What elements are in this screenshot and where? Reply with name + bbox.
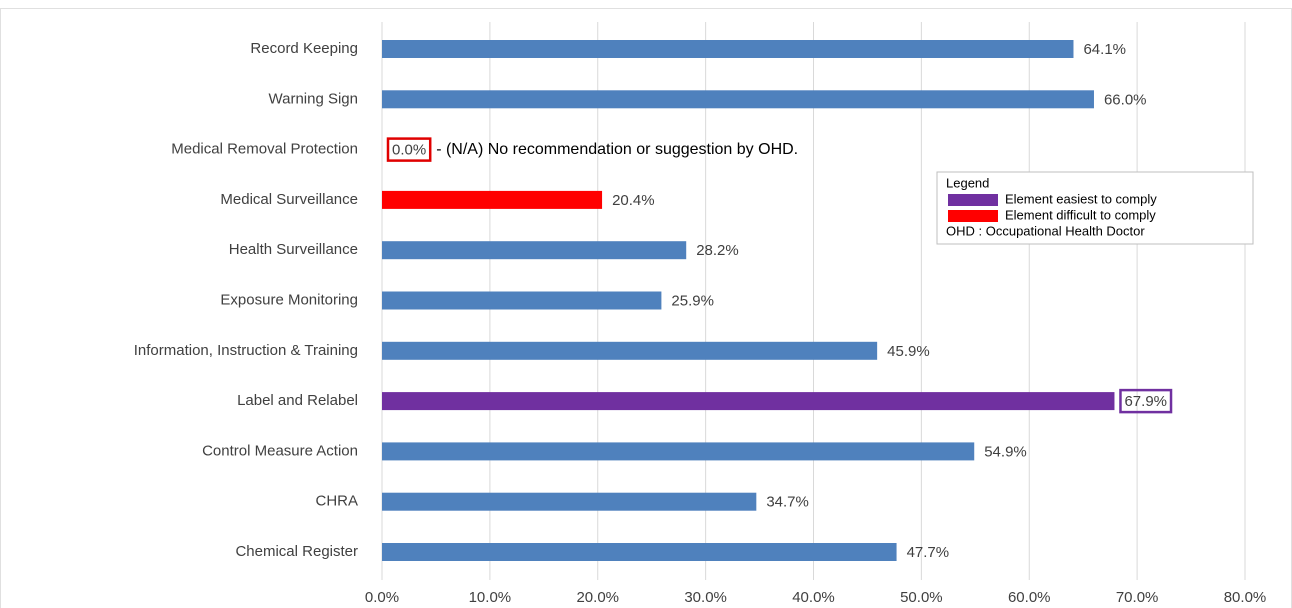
y-tick-label: Medical Removal Protection <box>171 141 358 158</box>
value-label: 64.1% <box>1083 41 1126 58</box>
legend-swatch <box>948 210 998 222</box>
legend-label: OHD : Occupational Health Doctor <box>946 223 1145 238</box>
bar <box>382 40 1074 58</box>
x-tick-label: 40.0% <box>792 589 835 606</box>
x-tick-label: 20.0% <box>576 589 619 606</box>
bar <box>382 241 687 260</box>
value-label-box <box>386 137 432 162</box>
x-tick-label: 60.0% <box>1008 589 1051 606</box>
legend-label: Element easiest to comply <box>1005 191 1157 206</box>
bar <box>382 90 1094 109</box>
value-label: 25.9% <box>671 292 714 309</box>
y-tick-label: CHRA <box>315 493 358 510</box>
y-tick-label: Warning Sign <box>269 90 359 107</box>
y-tick-label: Chemical Register <box>235 543 358 560</box>
x-tick-label: 30.0% <box>684 589 727 606</box>
bar <box>382 341 878 360</box>
y-tick-label: Control Measure Action <box>202 442 358 459</box>
bar <box>382 442 975 461</box>
bar <box>382 291 662 310</box>
value-label: 66.0% <box>1104 91 1147 108</box>
legend-label: Element difficult to comply <box>1005 207 1156 222</box>
value-label: 47.7% <box>907 544 950 561</box>
y-tick-label: Exposure Monitoring <box>220 291 358 308</box>
y-tick-label: Record Keeping <box>250 40 358 57</box>
x-tick-label: 0.0% <box>365 589 399 606</box>
x-tick-label: 50.0% <box>900 589 943 606</box>
x-tick-label: 80.0% <box>1224 589 1267 606</box>
y-tick-label: Information, Instruction & Training <box>134 342 358 359</box>
legend-swatch <box>948 194 998 206</box>
legend-title: Legend <box>946 175 989 190</box>
value-label: 28.2% <box>696 242 739 259</box>
value-label-box <box>1119 388 1173 414</box>
y-tick-label: Label and Relabel <box>237 392 358 409</box>
value-label: 0.0% <box>392 142 426 159</box>
bar <box>382 492 757 511</box>
bar <box>382 543 897 561</box>
x-tick-label: 10.0% <box>469 589 512 606</box>
bar <box>382 190 603 209</box>
x-tick-label: 70.0% <box>1116 589 1159 606</box>
value-label: 34.7% <box>766 494 809 511</box>
y-tick-label: Health Surveillance <box>229 241 358 258</box>
annotation: - (N/A) No recommendation or suggestion … <box>436 141 798 158</box>
value-label: 54.9% <box>984 443 1027 460</box>
value-label: 20.4% <box>612 192 655 209</box>
y-tick-label: Medical Surveillance <box>220 191 358 208</box>
bar <box>382 392 1115 411</box>
value-label: 67.9% <box>1124 393 1167 410</box>
legend-box <box>936 171 1254 245</box>
value-label: 45.9% <box>887 343 930 360</box>
